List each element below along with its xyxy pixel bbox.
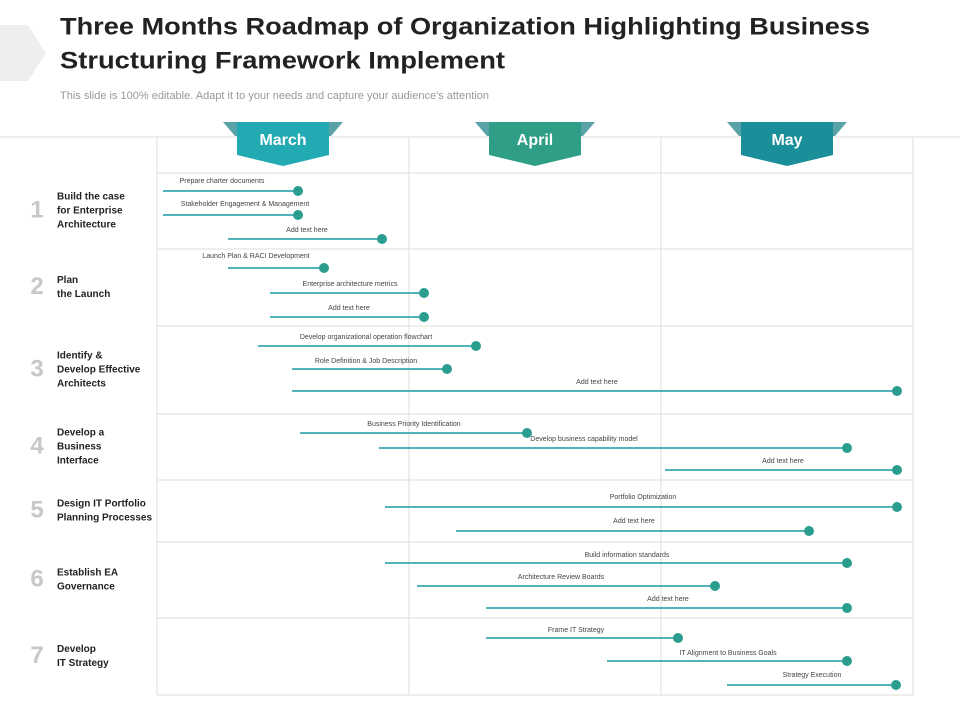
- row-number: 1: [30, 196, 43, 223]
- task-label: Portfolio Optimization: [610, 494, 677, 501]
- month-label: March: [259, 132, 306, 149]
- task-end: [471, 341, 481, 351]
- task-end: [522, 428, 532, 438]
- task-end: [842, 603, 852, 613]
- task-end: [419, 288, 429, 298]
- month-ribbon: [489, 122, 581, 166]
- task-label: Strategy Execution: [783, 672, 842, 679]
- row-label: IT Strategy: [57, 658, 109, 669]
- subtitle: This slide is 100% editable. Adapt it to…: [60, 90, 489, 102]
- task-label: Prepare charter documents: [180, 178, 265, 185]
- row-label: Identify &: [57, 351, 103, 362]
- task-end: [673, 633, 683, 643]
- task-end: [419, 312, 429, 322]
- task-label: Add text here: [576, 379, 618, 386]
- task-end: [891, 680, 901, 690]
- row-label: the Launch: [57, 289, 110, 300]
- task-label: Launch Plan & RACI Development: [202, 253, 309, 260]
- month-label: May: [771, 132, 802, 149]
- month-label: April: [517, 132, 553, 149]
- task-label: Build information standards: [585, 552, 670, 559]
- task-label: Add text here: [613, 518, 655, 525]
- row-label: Develop: [57, 644, 96, 655]
- task-end: [892, 465, 902, 475]
- title-line: Structuring Framework Implement: [60, 47, 505, 74]
- row-label: Develop a: [57, 428, 105, 439]
- row-label: Architects: [57, 379, 106, 390]
- row-number: 3: [30, 355, 43, 382]
- row-label: Interface: [57, 456, 99, 467]
- task-end: [442, 364, 452, 374]
- row-label: Governance: [57, 582, 115, 593]
- task-label: IT Alignment to Business Goals: [679, 650, 777, 657]
- task-label: Develop organizational operation flowcha…: [300, 334, 432, 341]
- row-label: for Enterprise: [57, 206, 123, 217]
- task-label: Architecture Review Boards: [518, 574, 605, 581]
- row-number: 5: [30, 496, 43, 523]
- task-end: [892, 502, 902, 512]
- task-end: [842, 443, 852, 453]
- task-end: [377, 234, 387, 244]
- row-label: Establish EA: [57, 568, 118, 579]
- title-line: Three Months Roadmap of Organization Hig…: [60, 13, 870, 40]
- task-label: Stakeholder Engagement & Management: [181, 201, 309, 208]
- row-label: Plan: [57, 275, 78, 286]
- task-end: [842, 558, 852, 568]
- task-label: Enterprise architecture metrics: [303, 281, 398, 288]
- row-label: Build the case: [57, 192, 125, 203]
- month-ribbon: [237, 122, 329, 166]
- task-end: [293, 210, 303, 220]
- task-end: [319, 263, 329, 273]
- row-label: Architecture: [57, 220, 116, 231]
- task-label: Add text here: [328, 305, 370, 312]
- task-label: Role Definition & Job Description: [315, 358, 417, 365]
- task-label: Develop business capability model: [530, 436, 638, 443]
- task-end: [710, 581, 720, 591]
- row-label: Design IT Portfolio: [57, 499, 146, 510]
- row-number: 2: [30, 273, 43, 300]
- month-ribbon: [741, 122, 833, 166]
- row-label: Develop Effective: [57, 365, 141, 376]
- task-label: Add text here: [286, 227, 328, 234]
- task-label: Business Priority Identification: [367, 421, 460, 428]
- row-number: 7: [30, 642, 43, 669]
- task-end: [804, 526, 814, 536]
- task-label: Add text here: [762, 458, 804, 465]
- decor-arrow: [0, 25, 46, 81]
- row-label: Business: [57, 442, 102, 453]
- row-number: 4: [30, 432, 44, 459]
- task-end: [842, 656, 852, 666]
- row-number: 6: [30, 565, 43, 592]
- task-label: Frame IT Strategy: [548, 627, 605, 634]
- row-label: Planning Processes: [57, 513, 152, 524]
- task-end: [293, 186, 303, 196]
- task-end: [892, 386, 902, 396]
- task-label: Add text here: [647, 596, 689, 603]
